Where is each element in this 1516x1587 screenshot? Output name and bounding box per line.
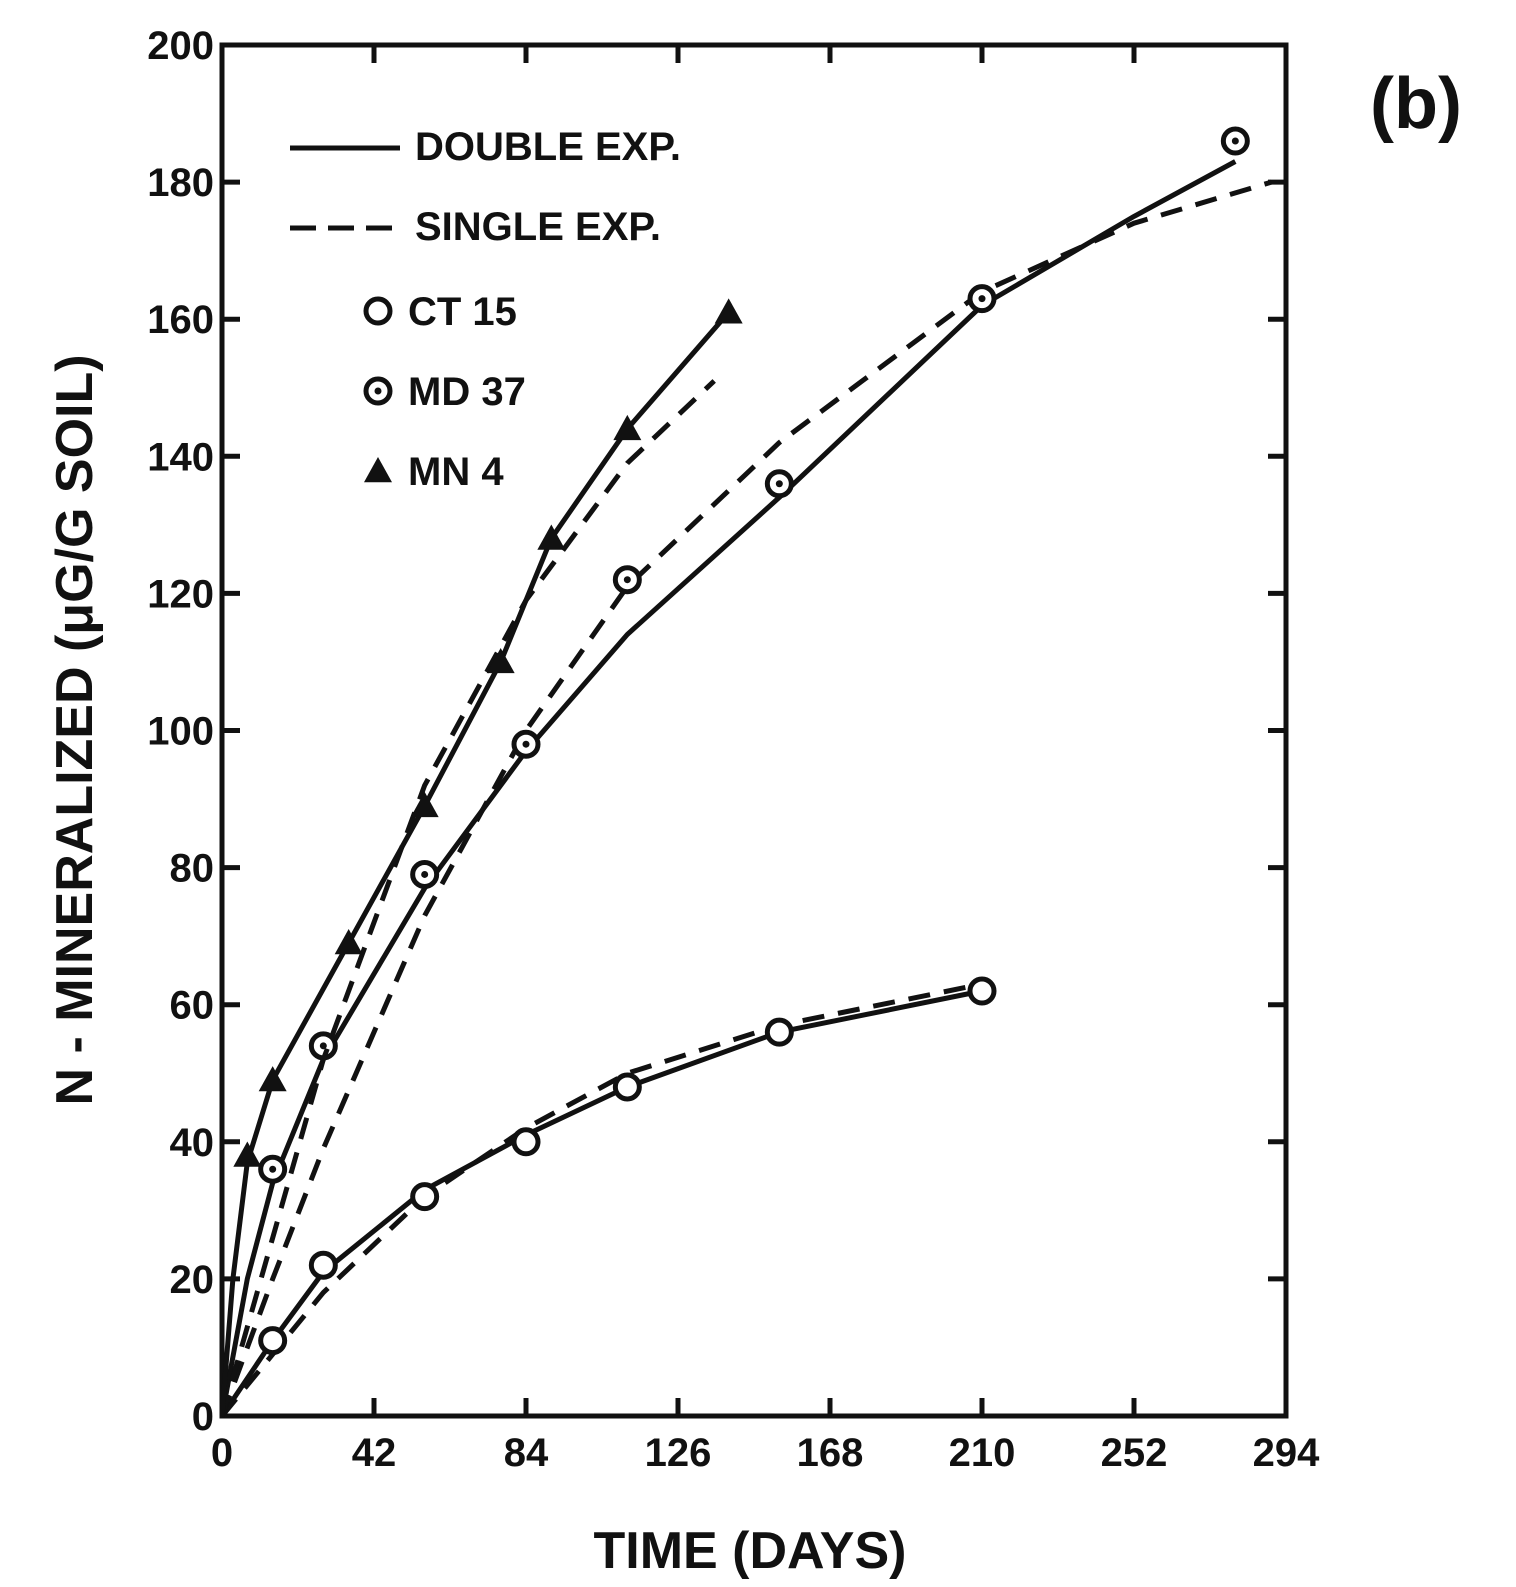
data-point-mn-4 — [258, 1066, 287, 1092]
y-tick-label: 20 — [170, 1258, 215, 1302]
data-point-mn-4 — [410, 791, 439, 818]
marker-dot — [319, 1042, 327, 1050]
x-tick-label: 0 — [211, 1431, 233, 1475]
y-tick-label: 0 — [192, 1395, 214, 1439]
legend-label: SINGLE EXP. — [415, 205, 661, 249]
series-ct-15 — [219, 976, 997, 1418]
single-exp-line-md-37 — [219, 179, 1273, 1417]
series-layer — [219, 126, 1273, 1418]
data-point-ct-15 — [258, 1326, 288, 1356]
double-exp-line-ct-15 — [219, 988, 983, 1418]
legend: DOUBLE EXP. SINGLE EXP. CT 15 MD 37 MN 4 — [290, 125, 681, 494]
y-tick-label: 160 — [147, 298, 214, 342]
data-point-mn-4 — [714, 298, 743, 324]
data-point-ct-15 — [410, 1182, 440, 1212]
marker-dot — [623, 576, 631, 584]
legend-marker-dotted-circle — [363, 376, 393, 406]
data-point-md-37 — [258, 1154, 288, 1184]
plot-frame — [219, 42, 1289, 1419]
x-tick-label: 126 — [645, 1431, 712, 1475]
data-point-ct-15 — [511, 1127, 541, 1157]
data-point-mn-4 — [613, 414, 642, 441]
legend-label: DOUBLE EXP. — [415, 125, 681, 169]
data-point-ct-15 — [308, 1250, 338, 1280]
y-tick-label: 40 — [170, 1121, 215, 1165]
axes: 0 42 84 126 168 210 252 294 0 20 40 60 80 100 120 140 16… — [147, 24, 1320, 1475]
data-point-mn-4 — [233, 1141, 262, 1167]
marker-dot — [978, 295, 986, 303]
x-tick-label: 168 — [797, 1431, 864, 1475]
double-exp-line-mn-4 — [219, 310, 731, 1417]
data-point-md-37 — [1220, 126, 1250, 156]
marker-dot — [775, 480, 783, 488]
y-tick-label: 140 — [147, 435, 214, 479]
data-point-ct-15 — [967, 976, 997, 1006]
data-point-md-37 — [764, 469, 794, 499]
data-point-mn-4 — [486, 647, 515, 674]
legend-label: CT 15 — [408, 290, 517, 334]
data-point-md-37 — [612, 565, 642, 595]
data-point-ct-15 — [612, 1072, 642, 1102]
marker-dot — [374, 387, 382, 395]
legend-marker-open-circle — [363, 296, 393, 326]
marker-dot — [522, 740, 530, 748]
x-tick-label: 252 — [1101, 1431, 1168, 1475]
y-tick-label: 100 — [147, 710, 214, 754]
data-point-ct-15 — [764, 1017, 794, 1047]
y-tick-label: 180 — [147, 161, 214, 205]
y-axis-label: N - MINERALIZED (μG/G SOIL) — [46, 354, 104, 1105]
marker-dot — [269, 1165, 277, 1173]
data-point-md-37 — [410, 859, 440, 889]
x-tick-label: 42 — [352, 1431, 397, 1475]
legend-marker-triangle — [364, 457, 392, 483]
data-point-md-37 — [967, 284, 997, 314]
legend-label: MD 37 — [408, 370, 526, 414]
marker-dot — [1231, 137, 1239, 145]
series-mn-4 — [219, 298, 743, 1417]
data-point-md-37 — [511, 729, 541, 759]
x-tick-label: 210 — [949, 1431, 1016, 1475]
series-md-37 — [219, 126, 1273, 1417]
single-exp-line-mn-4 — [219, 379, 716, 1417]
data-point-mn-4 — [537, 524, 566, 550]
x-tick-label: 294 — [1253, 1431, 1320, 1475]
panel-label: (b) — [1370, 64, 1462, 144]
data-point-mn-4 — [334, 929, 363, 955]
y-tick-label: 120 — [147, 572, 214, 616]
legend-label: MN 4 — [408, 450, 504, 494]
y-tick-label: 60 — [170, 984, 215, 1028]
x-axis-label: TIME (DAYS) — [594, 1522, 907, 1580]
y-tick-label: 80 — [170, 847, 215, 891]
y-tick-label: 200 — [147, 24, 214, 68]
x-tick-label: 84 — [504, 1431, 549, 1475]
marker-dot — [421, 870, 429, 878]
